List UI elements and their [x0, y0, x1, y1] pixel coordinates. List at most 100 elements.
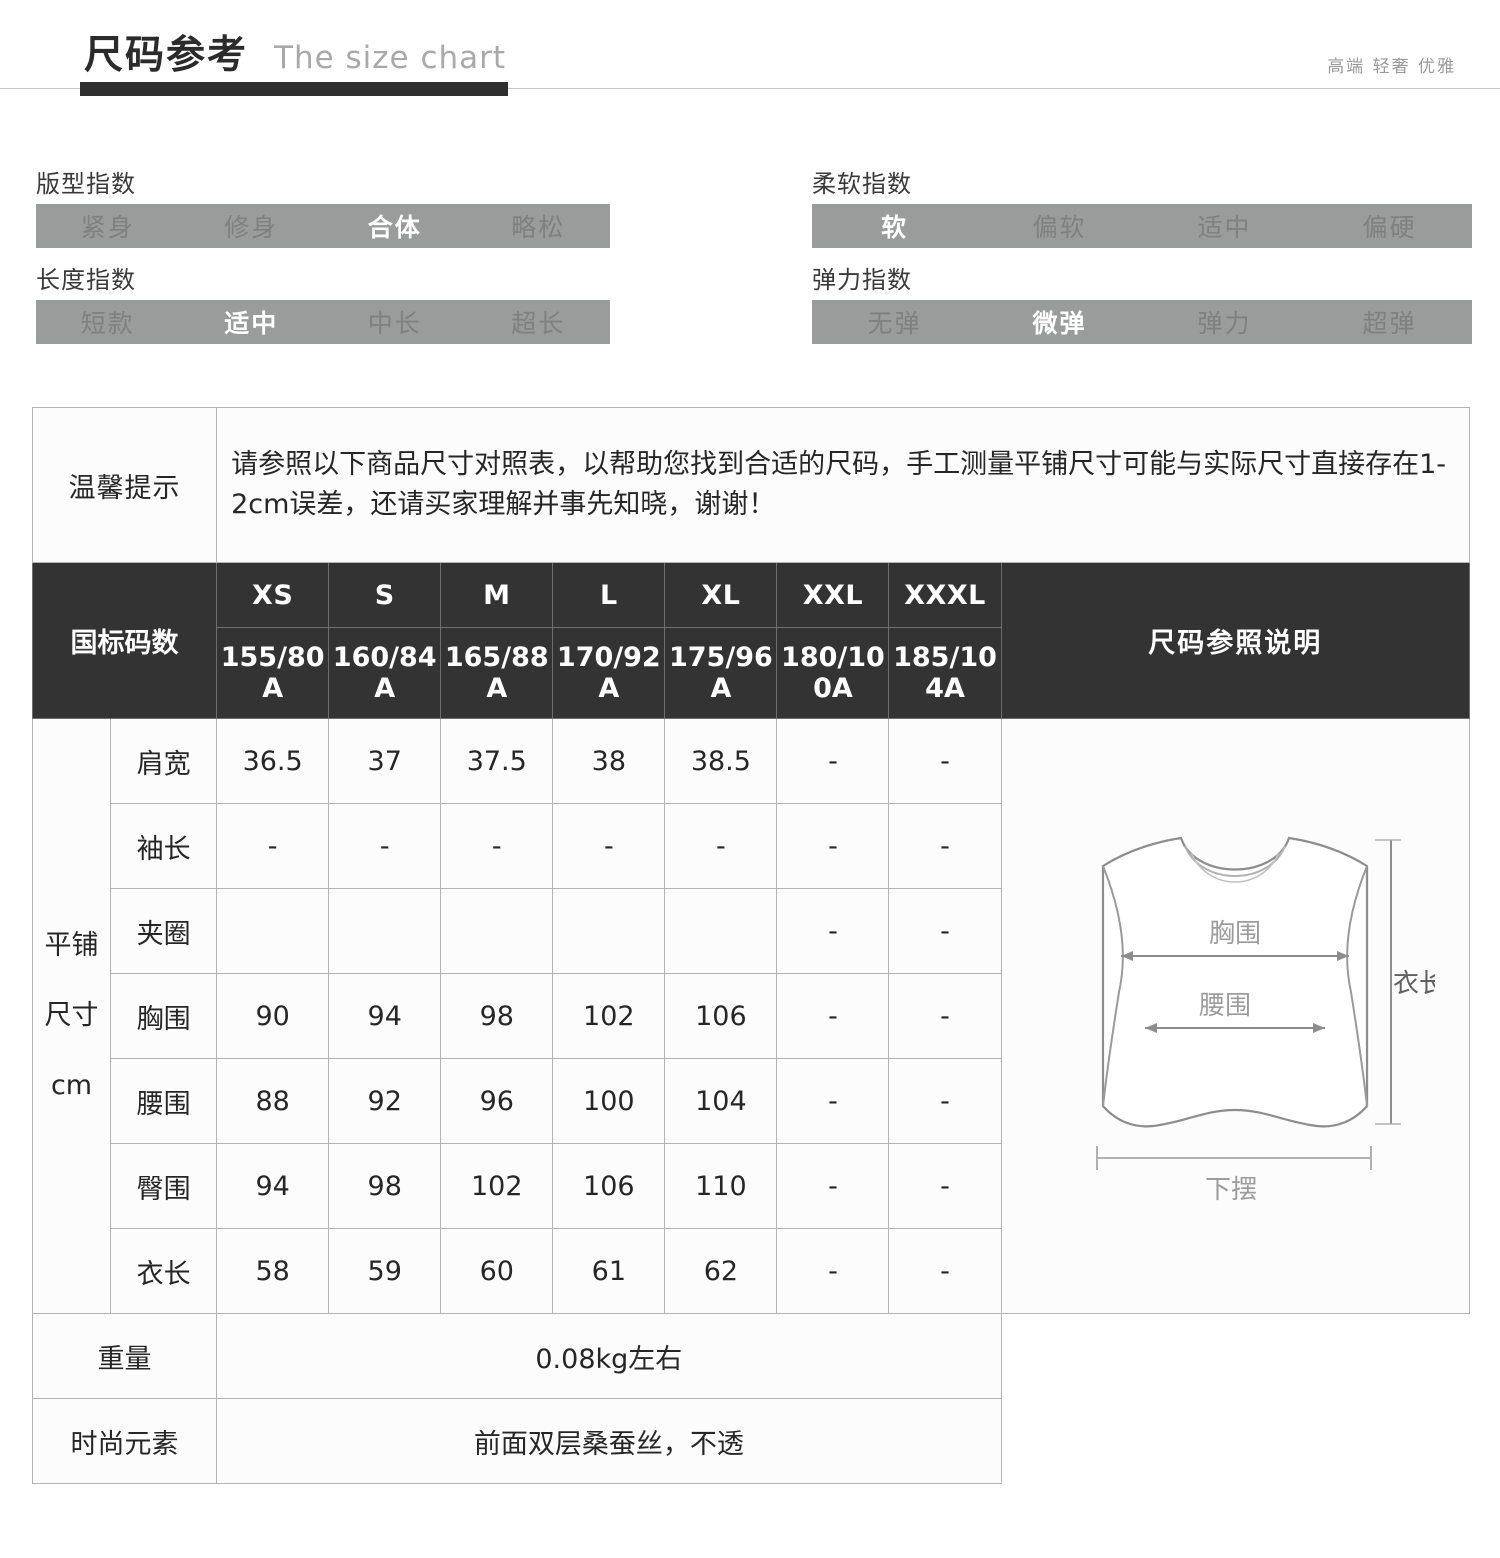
cell-bust-xxxl: - — [888, 973, 1002, 1059]
index-bar-fit: 紧身 修身 合体 略松 — [36, 204, 610, 248]
group-label-line-2: cm — [50, 1070, 93, 1102]
cell-shoulder-l: 38 — [552, 718, 666, 804]
gb-code-xxl: 180/100A — [776, 627, 890, 719]
index-group-length: 长度指数 短款 适中 中长 超长 — [36, 260, 610, 344]
index-title-elasticity: 弹力指数 — [812, 266, 912, 294]
cell-length-l: 61 — [552, 1228, 666, 1314]
cell-hip-xxl: - — [776, 1143, 890, 1229]
row-label-length: 衣长 — [110, 1228, 218, 1314]
cell-waist-l: 100 — [552, 1058, 666, 1144]
cell-waist-m: 96 — [440, 1058, 554, 1144]
cell-sleeve-s: - — [328, 803, 442, 889]
cell-armhole-xl — [664, 888, 778, 974]
index-column-right: 柔软指数 软 偏软 适中 偏硬 弹力指数 无弹 微弹 弹力 超弹 — [812, 164, 1472, 356]
gb-code-s: 160/84A — [328, 627, 442, 719]
group-label-line-0: 平铺 — [44, 929, 99, 961]
cell-length-xxxl: - — [888, 1228, 1002, 1314]
tank-top-diagram-icon: 胸围 腰围 衣长 下摆 — [1096, 836, 1435, 1205]
illustration-label-length: 衣长 — [1393, 969, 1435, 999]
cell-bust-xl: 106 — [664, 973, 778, 1059]
cell-length-m: 60 — [440, 1228, 554, 1314]
cell-waist-xl: 104 — [664, 1058, 778, 1144]
row-label-waist: 腰围 — [110, 1058, 218, 1144]
index-option-elasticity-0[interactable]: 无弹 — [867, 309, 922, 338]
index-option-softness-2[interactable]: 适中 — [1197, 213, 1252, 242]
cell-armhole-xxl: - — [776, 888, 890, 974]
row-label-bust: 胸围 — [110, 973, 218, 1059]
index-option-elasticity-3[interactable]: 超弹 — [1362, 309, 1417, 338]
index-option-fit-3[interactable]: 略松 — [511, 213, 566, 242]
cell-shoulder-xl: 38.5 — [664, 718, 778, 804]
index-bar-softness: 软 偏软 适中 偏硬 — [812, 204, 1472, 248]
index-option-fit-0[interactable]: 紧身 — [80, 213, 135, 242]
index-option-length-1[interactable]: 适中 — [224, 309, 279, 338]
gb-code-xxxl: 185/104A — [888, 627, 1002, 719]
table-row: 胸围 90 94 98 102 106 - - — [33, 973, 1470, 1059]
index-option-softness-0[interactable]: 软 — [880, 213, 908, 242]
gb-code-xs: 155/80A — [216, 627, 330, 719]
page-header: 尺码参考 The size chart 高端 轻奢 优雅 — [0, 0, 1500, 112]
header-divider-line — [0, 88, 1500, 89]
brand-tagline: 高端 轻奢 优雅 — [1327, 57, 1456, 77]
cell-shoulder-xs: 36.5 — [216, 718, 330, 804]
cell-sleeve-xxxl: - — [888, 803, 1002, 889]
size-label-xxxl: XXXL — [888, 562, 1002, 628]
garment-illustration: 胸围 腰围 衣长 下摆 — [1002, 806, 1469, 1226]
index-option-fit-1[interactable]: 修身 — [224, 213, 279, 242]
gb-code-row: 155/80A 160/84A 165/88A 170/92A 175/96A … — [33, 627, 1470, 719]
gb-code-label: 国标码数 — [31, 562, 218, 719]
gb-code-l: 170/92A — [552, 627, 666, 719]
garment-illustration-cell: 胸围 腰围 衣长 下摆 — [1000, 718, 1471, 1314]
cell-bust-l: 102 — [552, 973, 666, 1059]
index-option-elasticity-1[interactable]: 微弹 — [1032, 309, 1087, 338]
tip-text: 请参照以下商品尺寸对照表，以帮助您找到合适的尺码，手工测量平铺尺寸可能与实际尺寸… — [216, 407, 1470, 563]
cell-armhole-xs — [216, 888, 330, 974]
index-bar-length: 短款 适中 中长 超长 — [36, 300, 610, 344]
cell-sleeve-xxl: - — [776, 803, 890, 889]
index-bar-elasticity: 无弹 微弹 弹力 超弹 — [812, 300, 1472, 344]
weight-label: 重量 — [31, 1313, 218, 1399]
cell-hip-xxxl: - — [888, 1143, 1002, 1229]
table-row: 夹圈 - - — [33, 888, 1470, 974]
row-label-shoulder: 肩宽 — [110, 718, 218, 804]
row-label-hip: 臀围 — [110, 1143, 218, 1229]
cell-hip-l: 106 — [552, 1143, 666, 1229]
tip-label: 温馨提示 — [31, 407, 218, 563]
measurement-group-label: 平铺 尺寸 cm — [31, 718, 112, 1314]
table-row: 臀围 94 98 102 106 110 - - — [33, 1143, 1470, 1229]
size-label-xs: XS — [216, 562, 330, 628]
cell-hip-m: 102 — [440, 1143, 554, 1229]
table-row: 袖长 - - - - - - - — [33, 803, 1470, 889]
index-group-fit: 版型指数 紧身 修身 合体 略松 — [36, 164, 610, 248]
index-option-fit-2[interactable]: 合体 — [367, 213, 422, 242]
cell-shoulder-s: 37 — [328, 718, 442, 804]
index-option-elasticity-2[interactable]: 弹力 — [1197, 309, 1252, 338]
index-group-softness: 柔软指数 软 偏软 适中 偏硬 — [812, 164, 1472, 248]
index-option-length-3[interactable]: 超长 — [511, 309, 566, 338]
size-label-l: L — [552, 562, 666, 628]
size-label-s: S — [328, 562, 442, 628]
page-title-en: The size chart — [274, 40, 507, 76]
header-accent-bar — [80, 82, 508, 96]
header-title-group: 尺码参考 The size chart — [84, 24, 506, 80]
gb-code-m: 165/88A — [440, 627, 554, 719]
index-option-softness-1[interactable]: 偏软 — [1032, 213, 1087, 242]
index-option-length-2[interactable]: 中长 — [367, 309, 422, 338]
illustration-label-hem: 下摆 — [1205, 1175, 1257, 1205]
table-row: 衣长 58 59 60 61 62 - - — [33, 1228, 1470, 1314]
cell-bust-xxl: - — [776, 973, 890, 1059]
cell-waist-xxl: - — [776, 1058, 890, 1144]
fashion-value: 前面双层桑蚕丝，不透 — [216, 1398, 1002, 1484]
cell-length-s: 59 — [328, 1228, 442, 1314]
fashion-spacer-cell — [1001, 1398, 1470, 1484]
gb-code-xl: 175/96A — [664, 627, 778, 719]
index-option-length-0[interactable]: 短款 — [80, 309, 135, 338]
weight-value: 0.08kg左右 — [216, 1313, 1002, 1399]
cell-waist-xs: 88 — [216, 1058, 330, 1144]
index-option-softness-3[interactable]: 偏硬 — [1362, 213, 1417, 242]
size-chart-table: 温馨提示 请参照以下商品尺寸对照表，以帮助您找到合适的尺码，手工测量平铺尺寸可能… — [31, 407, 1471, 1484]
cell-bust-m: 98 — [440, 973, 554, 1059]
group-label-line-1: 尺寸 — [44, 999, 99, 1031]
illustration-label-waist: 腰围 — [1199, 991, 1251, 1021]
page-title-cn: 尺码参考 — [84, 33, 249, 78]
